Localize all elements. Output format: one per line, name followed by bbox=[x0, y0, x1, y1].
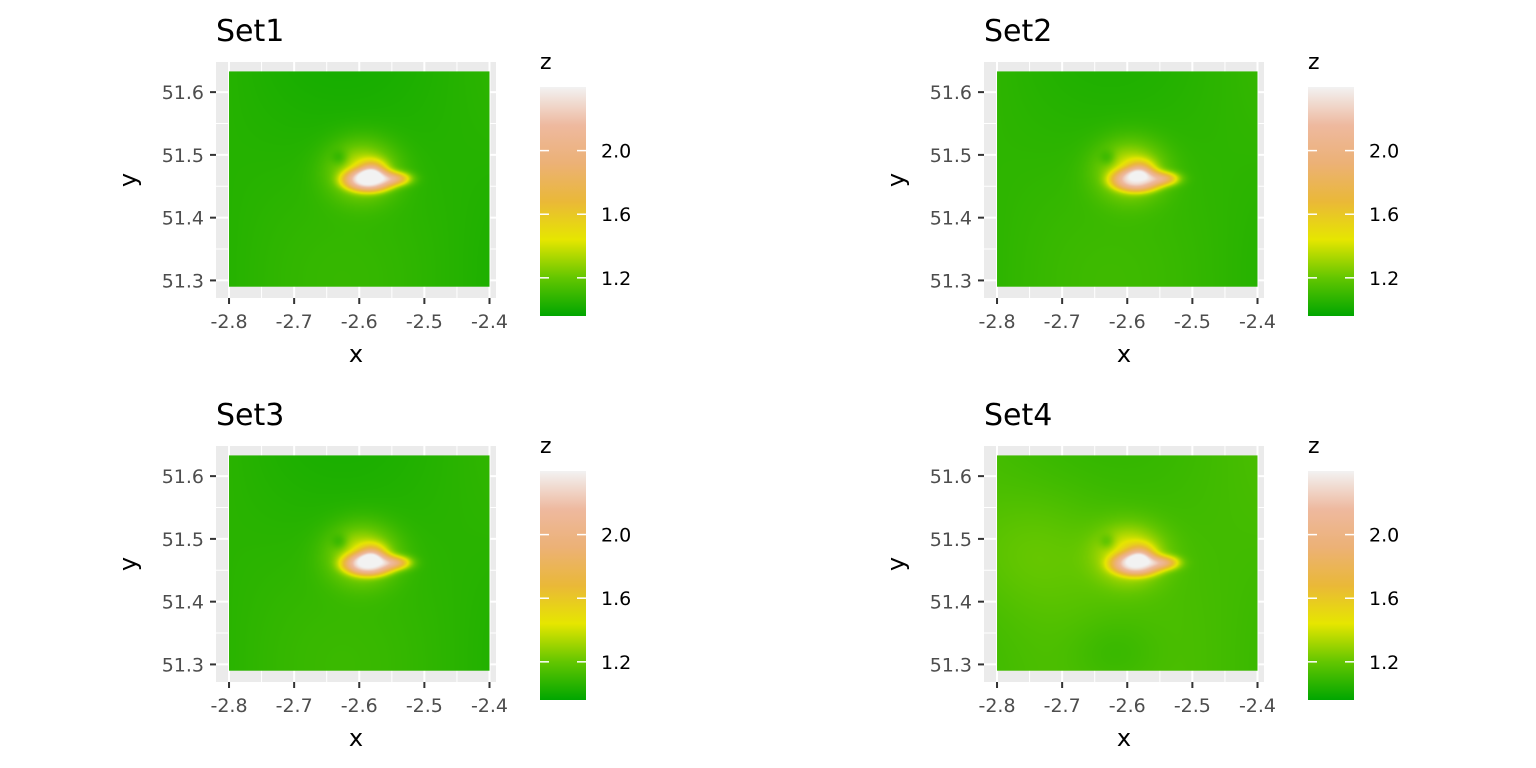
y-tick-label: 51.5 bbox=[930, 529, 972, 551]
panel-title: Set3 bbox=[216, 398, 284, 433]
panel-title: Set2 bbox=[984, 14, 1052, 49]
x-tick-label: -2.5 bbox=[406, 695, 443, 717]
x-tick-label: -2.8 bbox=[978, 695, 1015, 717]
y-tick-label: 51.3 bbox=[930, 654, 972, 676]
legend-break-label: 2.0 bbox=[601, 525, 631, 547]
legend-break-label: 1.6 bbox=[1369, 204, 1399, 226]
y-axis: 51.3 51.4 51.5 51.6 bbox=[162, 466, 216, 676]
x-axis-title: x bbox=[349, 340, 363, 368]
y-tick-label: 51.6 bbox=[930, 466, 972, 488]
legend-colorbar bbox=[1308, 471, 1354, 700]
y-axis-title: y bbox=[882, 173, 910, 187]
legend-title: z bbox=[1308, 434, 1320, 459]
y-tick-label: 51.5 bbox=[930, 145, 972, 167]
x-tick-label: -2.6 bbox=[341, 695, 378, 717]
y-tick-label: 51.6 bbox=[930, 82, 972, 104]
y-axis: 51.3 51.4 51.5 51.6 bbox=[930, 82, 984, 292]
y-tick-label: 51.4 bbox=[930, 208, 972, 230]
legend-title: z bbox=[1308, 50, 1320, 75]
heatmap-raster bbox=[997, 455, 1258, 671]
y-axis-title: y bbox=[114, 557, 142, 571]
panel-2: Set2-2.8 -2.7 -2.6 -2.5 -2.4x51.351.451.551.… bbox=[882, 14, 1399, 368]
x-tick-label: -2.4 bbox=[471, 695, 508, 717]
legend-break-label: 1.2 bbox=[1369, 652, 1399, 674]
x-tick-label: -2.7 bbox=[1044, 695, 1081, 717]
legend-break-label: 1.6 bbox=[601, 204, 631, 226]
y-tick-label: 51.5 bbox=[162, 145, 204, 167]
y-axis-title: y bbox=[882, 557, 910, 571]
legend: z 1.2 1.6 2.0 bbox=[540, 434, 631, 700]
x-tick-label: -2.5 bbox=[1174, 695, 1211, 717]
x-tick-label: -2.4 bbox=[1239, 311, 1276, 333]
y-tick-label: 51.4 bbox=[930, 592, 972, 614]
panel-title: Set1 bbox=[216, 14, 284, 49]
legend: z 1.2 1.6 2.0 bbox=[1308, 434, 1399, 700]
x-tick-label: -2.6 bbox=[341, 311, 378, 333]
x-tick-label: -2.8 bbox=[978, 311, 1015, 333]
legend-break-label: 1.2 bbox=[601, 268, 631, 290]
legend-colorbar bbox=[540, 471, 586, 700]
x-tick-label: -2.5 bbox=[406, 311, 443, 333]
legend: z 1.2 1.6 2.0 bbox=[1308, 50, 1399, 316]
x-tick-label: -2.7 bbox=[1044, 311, 1081, 333]
y-tick-label: 51.6 bbox=[162, 466, 204, 488]
legend-colorbar bbox=[1308, 87, 1354, 316]
legend-title: z bbox=[540, 50, 552, 75]
x-axis: -2.8 -2.7 -2.6 -2.5 -2.4 bbox=[978, 682, 1276, 717]
y-axis: 51.3 51.4 51.5 51.6 bbox=[930, 466, 984, 676]
legend-break-label: 1.6 bbox=[601, 588, 631, 610]
y-tick-label: 51.3 bbox=[162, 654, 204, 676]
legend-break-label: 1.2 bbox=[1369, 268, 1399, 290]
x-tick-label: -2.7 bbox=[276, 311, 313, 333]
x-tick-label: -2.4 bbox=[471, 311, 508, 333]
x-axis-title: x bbox=[1117, 724, 1131, 752]
x-axis: -2.8 -2.7 -2.6 -2.5 -2.4 bbox=[210, 298, 508, 333]
legend-break-label: 2.0 bbox=[601, 141, 631, 163]
panel-4: Set4-2.8 -2.7 -2.6 -2.5 -2.4x51.351.451.551.… bbox=[882, 398, 1399, 752]
panel-1: Set1-2.8 -2.7 -2.6 -2.5 -2.4x51.351.451.551.… bbox=[114, 14, 631, 368]
x-tick-label: -2.7 bbox=[276, 695, 313, 717]
x-axis: -2.8 -2.7 -2.6 -2.5 -2.4 bbox=[978, 298, 1276, 333]
legend-title: z bbox=[540, 434, 552, 459]
y-tick-label: 51.5 bbox=[162, 529, 204, 551]
legend-break-label: 1.2 bbox=[601, 652, 631, 674]
x-tick-label: -2.8 bbox=[210, 695, 247, 717]
heatmap-raster bbox=[229, 71, 490, 287]
legend-break-label: 2.0 bbox=[1369, 141, 1399, 163]
panel-title: Set4 bbox=[984, 398, 1052, 433]
y-tick-label: 51.3 bbox=[930, 270, 972, 292]
x-axis: -2.8 -2.7 -2.6 -2.5 -2.4 bbox=[210, 682, 508, 717]
heatmap-raster bbox=[997, 71, 1258, 287]
y-tick-label: 51.4 bbox=[162, 208, 204, 230]
x-tick-label: -2.4 bbox=[1239, 695, 1276, 717]
y-tick-label: 51.6 bbox=[162, 82, 204, 104]
panel-3: Set3-2.8 -2.7 -2.6 -2.5 -2.4x51.351.451.551.… bbox=[114, 398, 631, 752]
x-axis-title: x bbox=[1117, 340, 1131, 368]
y-tick-label: 51.4 bbox=[162, 592, 204, 614]
y-axis-title: y bbox=[114, 173, 142, 187]
legend-break-label: 2.0 bbox=[1369, 525, 1399, 547]
x-axis-title: x bbox=[349, 724, 363, 752]
x-tick-label: -2.6 bbox=[1109, 695, 1146, 717]
y-axis: 51.3 51.4 51.5 51.6 bbox=[162, 82, 216, 292]
x-tick-label: -2.6 bbox=[1109, 311, 1146, 333]
heatmap-raster bbox=[229, 455, 490, 671]
legend-break-label: 1.6 bbox=[1369, 588, 1399, 610]
x-tick-label: -2.5 bbox=[1174, 311, 1211, 333]
legend-colorbar bbox=[540, 87, 586, 316]
x-tick-label: -2.8 bbox=[210, 311, 247, 333]
legend: z 1.2 1.6 2.0 bbox=[540, 50, 631, 316]
y-tick-label: 51.3 bbox=[162, 270, 204, 292]
